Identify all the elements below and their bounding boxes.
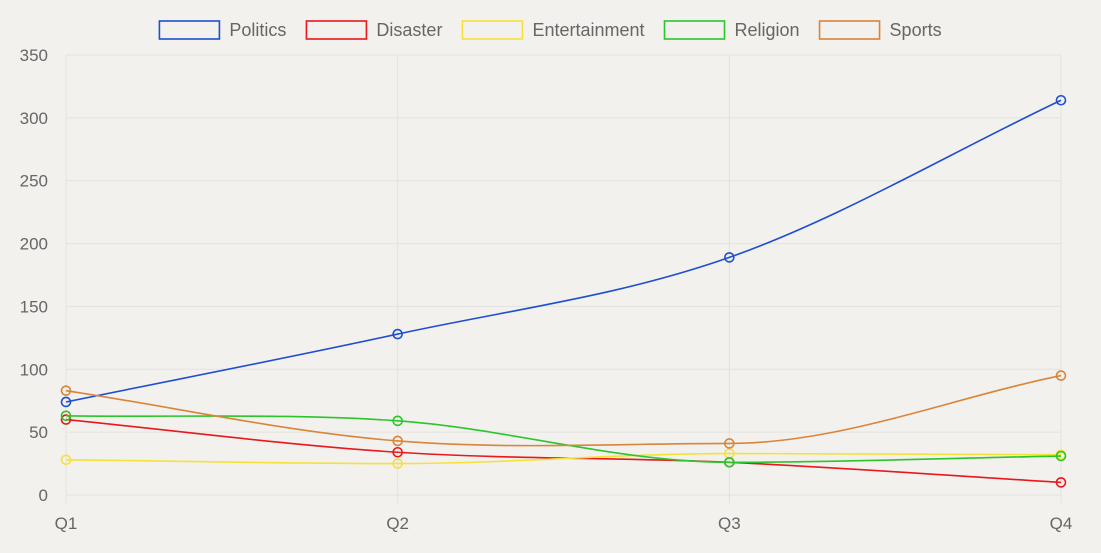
legend-label: Religion bbox=[735, 20, 800, 40]
y-tick-label: 250 bbox=[20, 172, 48, 191]
series-politics bbox=[60, 94, 1067, 408]
legend-swatch bbox=[158, 20, 221, 40]
data-point-religion[interactable] bbox=[1055, 450, 1067, 462]
y-tick-label: 150 bbox=[20, 297, 48, 316]
legend-label: Sports bbox=[890, 20, 942, 40]
data-point-disaster[interactable] bbox=[60, 414, 72, 425]
legend-item-politics[interactable]: Politics bbox=[158, 20, 286, 40]
y-tick-label: 0 bbox=[39, 486, 48, 505]
legend-item-religion[interactable]: Religion bbox=[663, 20, 800, 40]
data-point-religion[interactable] bbox=[724, 457, 735, 468]
data-point-politics[interactable] bbox=[1055, 94, 1067, 106]
y-tick-label: 300 bbox=[20, 109, 48, 128]
legend-item-entertainment[interactable]: Entertainment bbox=[461, 20, 645, 40]
data-point-entertainment[interactable] bbox=[392, 458, 403, 469]
y-tick-label: 100 bbox=[20, 360, 48, 379]
y-tick-label: 200 bbox=[20, 235, 48, 254]
legend-label: Politics bbox=[229, 20, 286, 40]
x-tick-label: Q3 bbox=[718, 514, 741, 533]
series-line-religion bbox=[65, 415, 1062, 464]
legend-swatch bbox=[305, 20, 368, 40]
series-line-sports bbox=[65, 374, 1062, 447]
legend-swatch bbox=[663, 20, 726, 40]
y-tick-label: 50 bbox=[29, 423, 48, 442]
data-point-religion[interactable] bbox=[392, 415, 403, 427]
x-tick-label: Q4 bbox=[1050, 514, 1073, 533]
legend: Politics Disaster Entertainment Religion Spo… bbox=[158, 20, 942, 40]
series-sports bbox=[60, 370, 1067, 449]
data-point-politics[interactable] bbox=[724, 252, 735, 263]
series-line-entertainment bbox=[65, 452, 1062, 465]
data-point-sports[interactable] bbox=[392, 435, 403, 447]
x-axis: Q1 Q2 Q3 Q4 bbox=[55, 514, 1073, 533]
legend-swatch bbox=[461, 20, 524, 40]
data-point-disaster[interactable] bbox=[1055, 477, 1067, 488]
data-point-politics[interactable] bbox=[60, 396, 72, 408]
series-line-politics bbox=[65, 99, 1062, 403]
data-point-disaster[interactable] bbox=[392, 446, 403, 458]
y-axis: 0 50 100 150 200 250 300 350 bbox=[20, 46, 48, 505]
data-point-sports[interactable] bbox=[1055, 370, 1067, 381]
x-tick-label: Q2 bbox=[386, 514, 409, 533]
legend-item-sports[interactable]: Sports bbox=[818, 20, 942, 40]
series-line-disaster bbox=[65, 418, 1062, 484]
data-point-politics[interactable] bbox=[392, 328, 403, 340]
series-religion bbox=[60, 410, 1067, 468]
data-point-sports[interactable] bbox=[724, 438, 735, 449]
data-point-religion[interactable] bbox=[60, 410, 72, 422]
data-point-entertainment[interactable] bbox=[60, 454, 72, 466]
data-point-sports[interactable] bbox=[60, 385, 72, 396]
legend-swatch bbox=[818, 20, 881, 40]
series-disaster bbox=[60, 414, 1067, 488]
legend-item-disaster[interactable]: Disaster bbox=[305, 20, 442, 40]
legend-label: Entertainment bbox=[532, 20, 644, 40]
series-lines bbox=[60, 94, 1067, 488]
x-tick-label: Q1 bbox=[55, 514, 78, 533]
series-entertainment bbox=[60, 448, 1067, 469]
legend-label: Disaster bbox=[376, 20, 442, 40]
y-tick-label: 350 bbox=[20, 46, 48, 65]
